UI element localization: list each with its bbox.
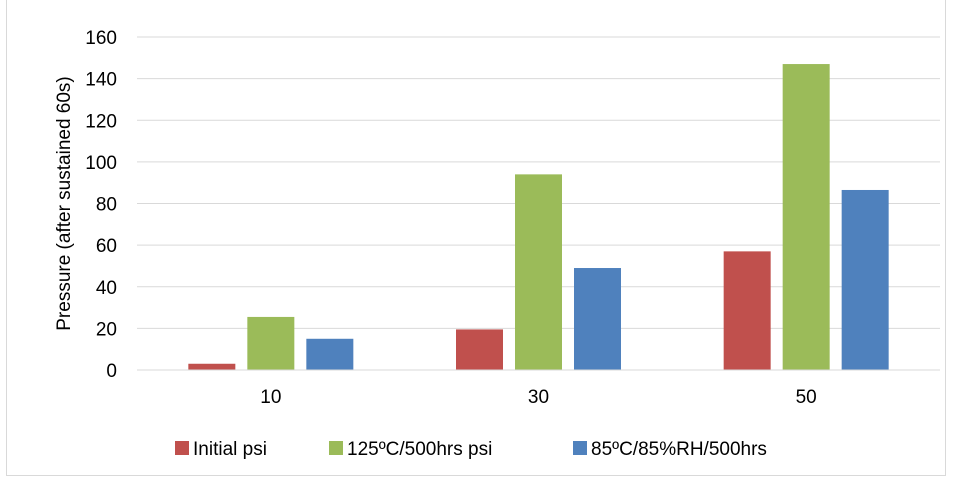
- y-tick-label: 40: [96, 278, 117, 299]
- bars: [188, 64, 889, 371]
- y-tick-label: 20: [96, 319, 117, 340]
- y-axis-ticks: 0 20 40 60 80 100 120 140 160: [85, 28, 117, 382]
- y-tick-label: 80: [96, 195, 117, 216]
- legend-item: 125ºC/500hrs psi: [329, 439, 492, 460]
- x-tick-label: 30: [528, 387, 549, 408]
- x-tick-label: 50: [796, 387, 817, 408]
- legend-swatch: [573, 441, 587, 455]
- x-tick-label: 10: [260, 387, 281, 408]
- legend-item: Initial psi: [175, 439, 267, 460]
- bar: [306, 338, 354, 370]
- y-axis-title: Pressure (after sustained 60s): [54, 76, 75, 331]
- bar: [188, 363, 236, 370]
- y-tick-label: 0: [106, 361, 117, 382]
- bar: [841, 189, 889, 370]
- legend: Initial psi 125ºC/500hrs psi 85ºC/85%RH/50…: [175, 439, 767, 460]
- y-tick-label: 140: [85, 70, 117, 91]
- bar: [574, 268, 621, 370]
- legend-swatch: [329, 441, 343, 455]
- bar: [782, 64, 830, 371]
- legend-label: 125ºC/500hrs psi: [347, 439, 492, 460]
- bar: [456, 329, 503, 370]
- y-tick-label: 60: [96, 236, 117, 257]
- legend-swatch: [175, 441, 189, 455]
- y-tick-label: 160: [85, 28, 117, 49]
- y-tick-label: 100: [85, 153, 117, 174]
- legend-label: 85ºC/85%RH/500hrs: [591, 439, 767, 460]
- bar: [515, 174, 562, 370]
- chart-frame: [6, 0, 946, 476]
- bar: [723, 251, 771, 370]
- x-axis-ticks: 10 30 50: [260, 387, 816, 408]
- legend-item: 85ºC/85%RH/500hrs: [573, 439, 767, 460]
- legend-label: Initial psi: [193, 439, 267, 460]
- bar: [247, 316, 295, 370]
- y-tick-label: 120: [85, 111, 117, 132]
